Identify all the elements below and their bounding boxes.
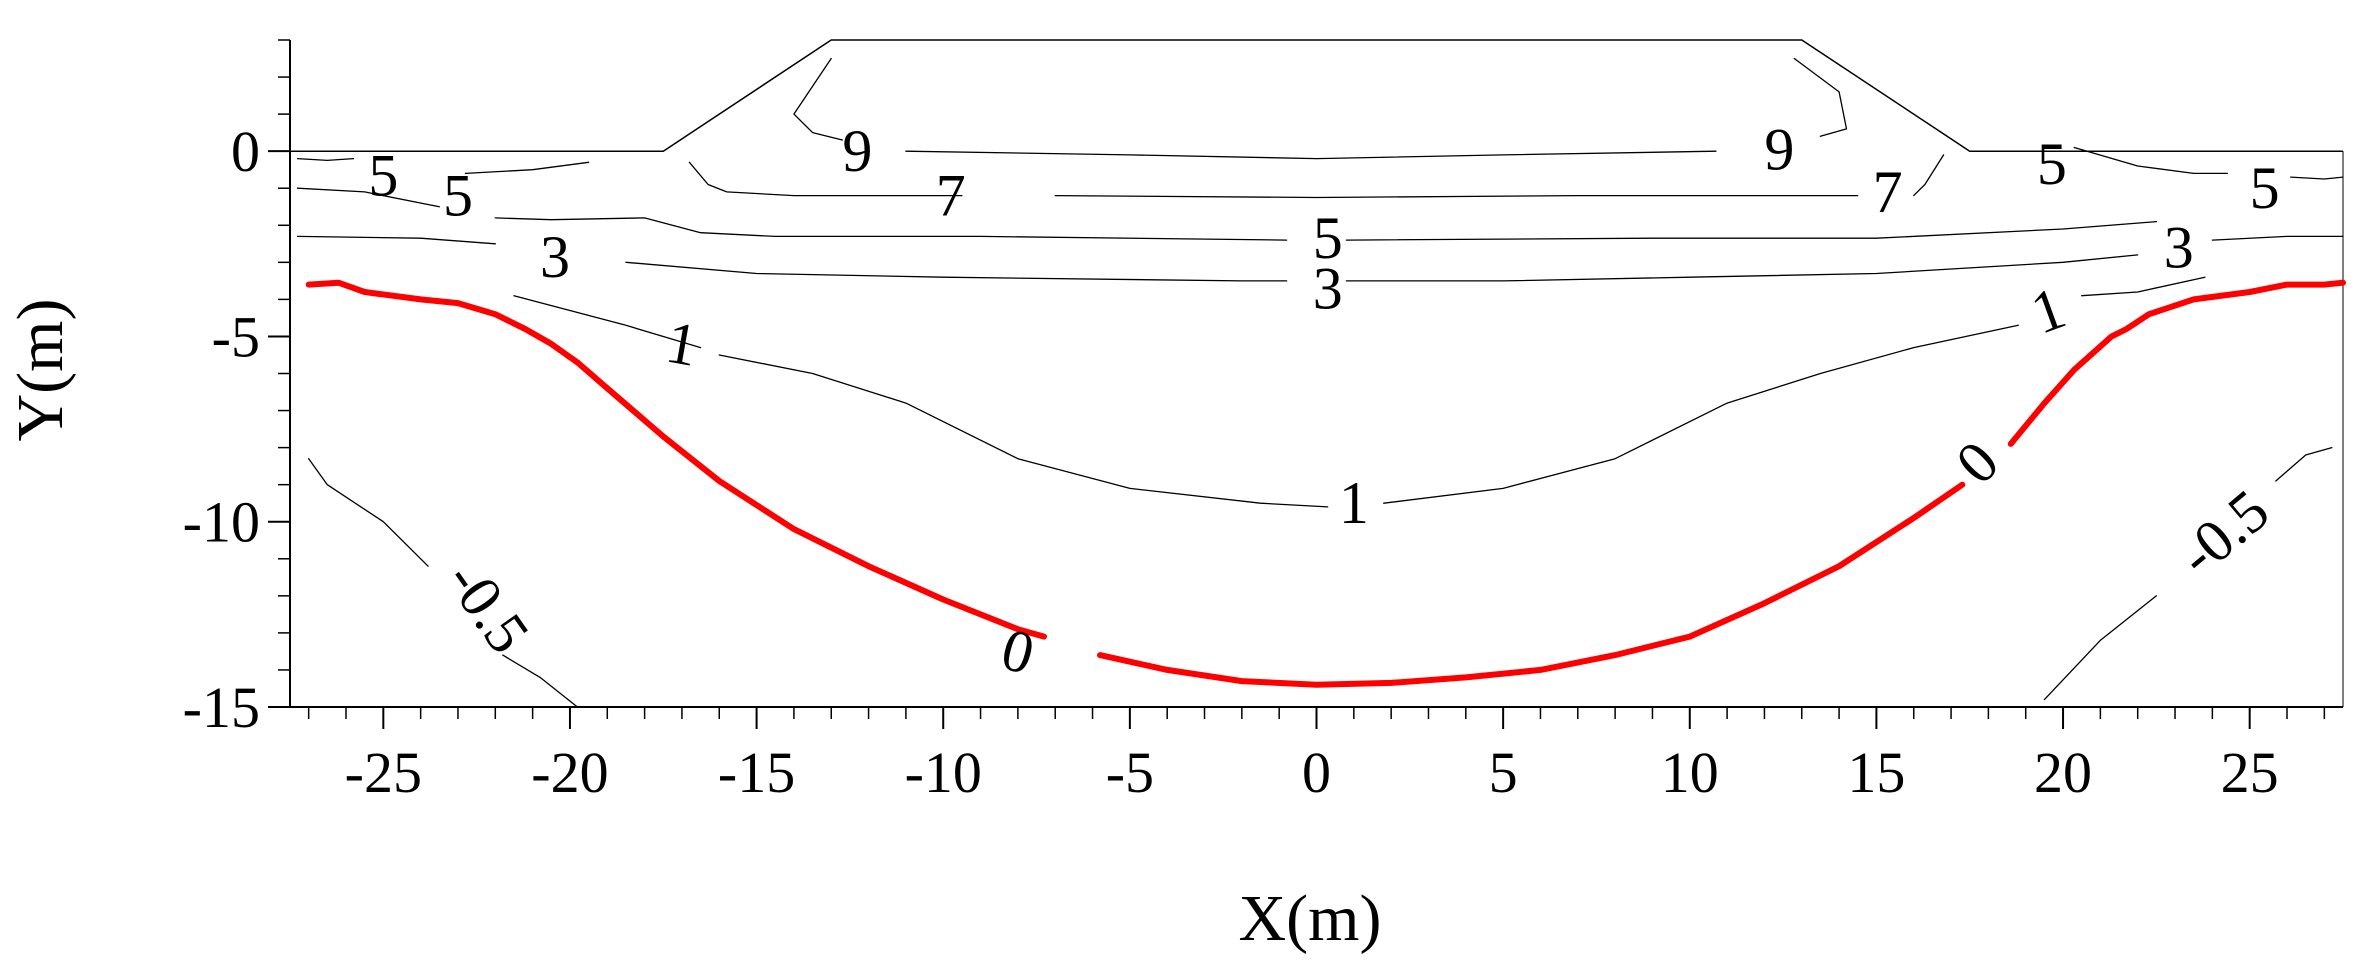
contour-line-level-7: [1054, 194, 1859, 199]
contour-label: 5: [1313, 205, 1343, 271]
contour-label: 5: [368, 142, 398, 208]
contour-line-level-9: [1793, 57, 1848, 137]
contour-label: 3: [2164, 215, 2194, 281]
contour-label: 7: [936, 163, 966, 229]
axes: -25 -20 -15 -10 -5 0 5 10 15 20 250-5-10-15: [183, 39, 2344, 805]
y-tick-label: -5: [212, 304, 260, 369]
x-axis-title: X(m): [1239, 882, 1382, 955]
y-tick-label: -15: [183, 675, 260, 740]
contour-line-level-5: [296, 187, 440, 208]
contour-line-level-9: [905, 150, 1717, 160]
contour-line-level-5: [2073, 146, 2228, 175]
contour-line-level-5: [1345, 220, 2158, 241]
contour-line-level-7: [688, 161, 963, 197]
contour-label: 0: [1943, 428, 2011, 496]
embankment-outline: [290, 39, 2343, 152]
x-tick-label: -5: [1106, 740, 1154, 805]
contour-line-zero: [1097, 481, 1966, 688]
x-tick-label: -20: [531, 740, 608, 805]
contour-lines: [296, 57, 2346, 708]
contour-line-level-1: [513, 295, 702, 349]
contour-label: -0.5: [2166, 477, 2281, 589]
contour-line-level-9: [793, 57, 844, 141]
contour-line-level-1: [718, 354, 1329, 508]
contour-label: 5: [2037, 131, 2067, 197]
contour-line-level-5: [464, 161, 590, 175]
contour-line-level-neg0_5: [502, 654, 579, 708]
contour-line-zero: [305, 279, 1047, 640]
contour-label: 1: [661, 309, 702, 379]
contour-label: 3: [540, 224, 570, 290]
embankment-outline-line: [290, 39, 2343, 152]
contour-label: 7: [1873, 159, 1903, 225]
x-tick-label: 5: [1489, 740, 1518, 805]
x-tick-label: 20: [2034, 740, 2092, 805]
x-tick-label: -15: [718, 740, 795, 805]
x-tick-label: 10: [1661, 740, 1719, 805]
y-tick-label: -10: [183, 490, 260, 555]
contour-label: 1: [1339, 470, 1369, 536]
contour-line-level-1: [2081, 276, 2206, 297]
x-tick-label: -10: [905, 740, 982, 805]
x-tick-label: 15: [1847, 740, 1905, 805]
x-tick-label: 0: [1302, 740, 1331, 805]
contour-label: 9: [1764, 116, 1794, 182]
contour-label: 1: [2023, 274, 2074, 346]
contour-label: 5: [2250, 155, 2280, 221]
contour-label: -0.5: [434, 549, 543, 665]
contour-line-level-3: [2211, 235, 2344, 241]
contour-line-level-5: [2290, 176, 2344, 180]
y-axis-title: Y(m): [4, 299, 77, 442]
contour-line-level-3: [296, 235, 496, 245]
contour-label: 3: [1313, 255, 1343, 321]
contour-line-level-7: [1913, 154, 1945, 197]
y-tick-label: 0: [231, 119, 260, 184]
contour-line-level-5: [494, 217, 1288, 241]
x-tick-label: -25: [345, 740, 422, 805]
contour-line-level-1: [1383, 324, 2019, 504]
contour-line-level-neg0_5: [2275, 446, 2333, 482]
contour-label: 9: [842, 118, 872, 184]
x-tick-label: 25: [2221, 740, 2279, 805]
contour-line-level-3: [625, 261, 1288, 282]
contour-label: 0: [995, 616, 1041, 688]
contour-line-zero: [2007, 279, 2346, 447]
contour-line-level-neg0_5: [308, 458, 429, 567]
contour-line-level-5: [296, 157, 355, 162]
contour-label: 5: [443, 163, 473, 229]
contour-line-level-neg0_5: [2043, 595, 2158, 701]
contour-line-level-3: [1345, 254, 2139, 282]
